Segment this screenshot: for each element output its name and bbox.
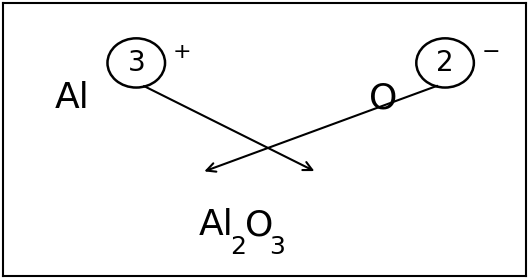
Text: +: + xyxy=(173,42,191,62)
Text: 3: 3 xyxy=(127,49,145,77)
Text: 2: 2 xyxy=(436,49,454,77)
Text: 2: 2 xyxy=(231,235,247,259)
Text: O: O xyxy=(369,81,398,116)
Text: Al: Al xyxy=(199,208,234,242)
Text: O: O xyxy=(245,208,273,242)
Text: 3: 3 xyxy=(269,235,285,259)
Text: −: − xyxy=(482,42,500,62)
Text: Al: Al xyxy=(55,81,90,116)
